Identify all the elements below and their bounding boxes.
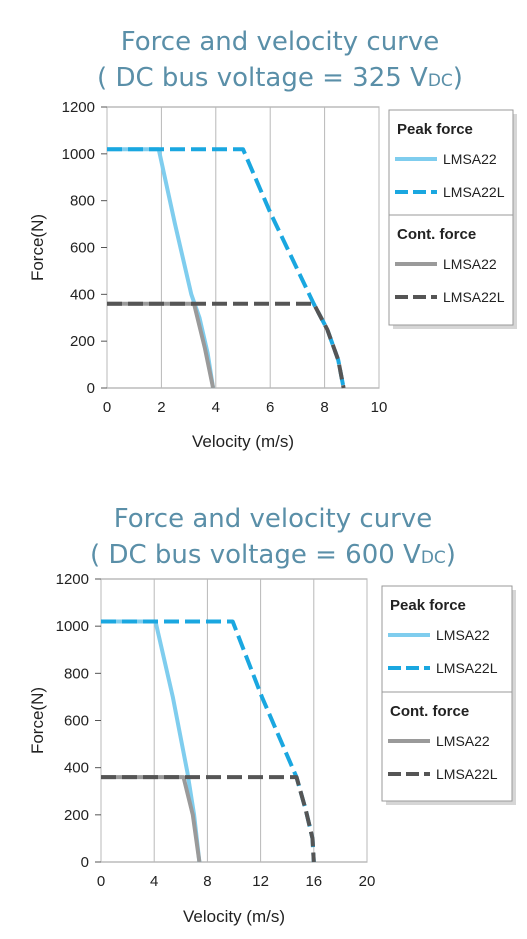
- y-tick-label: 600: [64, 713, 89, 730]
- x-tick-label: 0: [97, 873, 105, 890]
- legend-heading: Peak force: [397, 121, 473, 138]
- y-tick-label: 1200: [62, 99, 95, 116]
- y-tick-label: 1000: [56, 618, 89, 635]
- legend-entry-label: LMSA22: [443, 256, 497, 272]
- legend-box: [381, 585, 513, 802]
- legend-entry-label: LMSA22: [443, 151, 497, 167]
- x-tick-label: 16: [305, 873, 322, 890]
- legend-entry-label: LMSA22L: [443, 289, 505, 305]
- series-line-lmsa22-cont-force: [101, 775, 202, 863]
- y-tick-label: 1000: [62, 146, 95, 163]
- legend-entry-label: LMSA22: [436, 733, 490, 749]
- x-tick-label: 8: [203, 873, 211, 890]
- y-axis-label: Force(N): [28, 687, 47, 754]
- legend-entry-label: LMSA22: [436, 627, 490, 643]
- x-tick-label: 4: [212, 399, 220, 416]
- x-tick-label: 6: [266, 399, 274, 416]
- chart-subtitle: ( DC bus voltage = 325 VDC): [97, 63, 463, 93]
- chart-title: Force and velocity curve: [121, 27, 440, 57]
- x-tick-label: 4: [150, 873, 158, 890]
- legend-entry-label: LMSA22L: [436, 660, 498, 676]
- x-tick-label: 10: [371, 399, 388, 416]
- y-tick-label: 200: [64, 807, 89, 824]
- legend-box: [388, 109, 514, 326]
- x-tick-label: 12: [252, 873, 269, 890]
- legend-heading: Cont. force: [390, 703, 469, 720]
- y-tick-label: 600: [70, 240, 95, 257]
- series-line-lmsa22l-peak-force: [107, 147, 346, 389]
- x-axis-label: Velocity (m/s): [192, 432, 294, 451]
- x-tick-label: 0: [103, 399, 111, 416]
- y-tick-label: 0: [87, 380, 95, 397]
- x-axis-label: Velocity (m/s): [183, 907, 285, 926]
- chart-title: Force and velocity curve: [114, 504, 433, 534]
- chart-subtitle: ( DC bus voltage = 600 VDC): [90, 540, 456, 570]
- y-tick-label: 200: [70, 333, 95, 350]
- y-tick-label: 800: [70, 193, 95, 210]
- y-tick-label: 400: [70, 286, 95, 303]
- y-axis-label: Force(N): [28, 214, 47, 281]
- y-tick-label: 1200: [56, 571, 89, 588]
- legend-heading: Cont. force: [397, 226, 476, 243]
- y-tick-label: 400: [64, 760, 89, 777]
- legend-heading: Peak force: [390, 597, 466, 614]
- series-line-lmsa22l-cont-force: [107, 301, 346, 389]
- legend-entry-label: LMSA22L: [436, 766, 498, 782]
- x-tick-label: 8: [320, 399, 328, 416]
- chart-2: Force and velocity curve ( DC bus voltage…: [28, 504, 516, 926]
- chart-1: Force and velocity curve ( DC bus voltage…: [28, 27, 517, 451]
- x-tick-label: 2: [157, 399, 165, 416]
- x-tick-label: 20: [359, 873, 376, 890]
- y-tick-label: 800: [64, 665, 89, 682]
- series-line-lmsa22l-cont-force: [101, 775, 316, 863]
- y-tick-label: 0: [81, 854, 89, 871]
- legend-entry-label: LMSA22L: [443, 184, 505, 200]
